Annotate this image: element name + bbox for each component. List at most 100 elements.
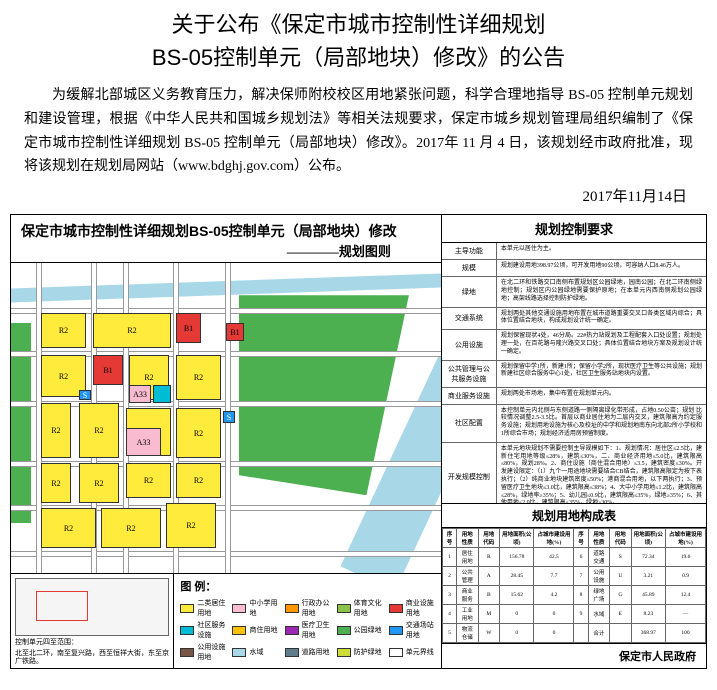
table-cell: 0 [534,605,574,624]
legend-item: 单元界线 [389,642,435,662]
info-panel: 规划控制要求 主导功能本单元以居住为主。规模规划建设用地398.97公顷，可开发… [442,215,706,668]
table-cell: 道路交通 [588,548,609,567]
land-parcel: R2 [176,463,221,498]
table-cell: 156.78 [500,548,534,567]
table-cell: 3 [442,586,456,605]
title-line-1: 关于公布《保定市城市控制性详细规划 [20,8,697,41]
table-cell: M [478,605,499,624]
table-cell: 28.45 [500,567,534,586]
table-header-cell: 序号 [574,529,588,548]
table-cell: 8 [574,586,588,605]
legend-item: 体育文化用地 [337,598,383,618]
table-cell: — [666,605,706,624]
legend-swatch [285,604,299,613]
table-cell: 公共管理 [457,567,478,586]
table-header-cell: 用地性质 [457,529,478,548]
land-parcel: S [79,390,91,400]
legend-swatch [389,648,403,657]
locator-panel: ⇡ 控制单元四至范围： 北至北二环，南至复兴路，西至恒祥大街，东至京广铁路。 [11,574,174,668]
table-cell: E [610,605,631,624]
land-parcel: R2 [41,313,86,348]
land-composition-table: 序号用地性质用地代码用地面积(公顷)占城市建设用地(%)序号用地性质用地代码用地… [442,528,706,643]
table-cell: 8.23 [631,605,665,624]
legend-label: 体育文化用地 [354,598,383,618]
requirement-row: 社区配置本控制单元内北侧与东侧道路一侧隔离绿化带形成，占地0.50公亩；规划 比… [442,405,706,443]
land-parcel: B1 [226,323,244,341]
legend-item: 行政办公用地 [285,598,331,618]
table-cell: 商业服务 [457,586,478,605]
table-cell: 368.97 [631,624,665,643]
table-cell: 45.89 [631,586,665,605]
requirement-content: 规划保留现状4处，46分局。22#热力站规划及工程配套入口处设置；规划处理一处，… [497,330,706,359]
requirement-row: 规模规划建设用地398.97公顷，可开发用地90公顷，可容纳人口8.46万人。 [442,260,706,277]
legend-swatch [232,648,246,657]
announcement-body: 为缓解北部城区义务教育压力，解决保师附校校区用地紧张问题，科学合理地指导 BS-… [0,78,717,185]
legend-grid: 二类居住用地中小学用地行政办公用地体育文化用地商业设施用地社区服务设施商住用地医… [180,598,435,662]
document-title: 关于公布《保定市城市控制性详细规划 BS-05控制单元（局部地块）修改》的公告 [0,0,717,78]
legend-item: 中小学用地 [232,598,278,618]
land-parcel: R2 [79,463,119,503]
locator-map [15,578,169,636]
table-cell [610,624,631,643]
requirement-content: 本控制单元内北侧与东侧道路一侧隔离绿化带形成，占地0.50公亩；规划 比较情况调… [497,405,706,442]
legend-item: 医疗卫生用地 [285,620,331,640]
legend-item: 水域 [232,642,278,662]
table-cell: 19.6 [666,548,706,567]
legend-swatch [285,626,299,635]
table-cell: 4 [442,605,456,624]
legend-swatch [337,604,351,613]
table-cell: 15.62 [500,586,534,605]
table-header-cell: 用地面积(公顷) [500,529,534,548]
land-parcel: A33 [129,385,151,403]
table-cell: 0.9 [666,567,706,586]
table-header-cell: 用地代码 [610,529,631,548]
table-header-cell: 用地面积(公顷) [631,529,665,548]
land-parcel: R2 [41,463,71,503]
table-row: 3商业服务B15.624.28绿地广场G45.8912.4 [442,586,705,605]
requirements-table: 主导功能本单元以居住为主。规模规划建设用地398.97公顷，可开发用地90公顷，… [442,243,706,503]
requirement-content: 在北二环和铁路交口南侧布置规划区公园绿地，园南公园；在北二环南侧绿地控制；规划区… [497,277,706,306]
table-cell: 100 [666,624,706,643]
table-cell: 工业用地 [457,605,478,624]
legend-label: 行政办公用地 [302,598,331,618]
table-cell: 7.7 [534,567,574,586]
table-cell: A [478,567,499,586]
land-parcel: S [223,411,235,423]
legend-item: 公用设施用地 [180,642,226,662]
legend-swatch [337,626,351,635]
table-cell: W [478,624,499,643]
table-cell: 42.5 [534,548,574,567]
table-cell: 5 [442,624,456,643]
legend-label: 公园绿地 [354,625,382,635]
land-parcel: B1 [93,355,123,385]
planning-figure: 保定市城市控制性详细规划BS-05控制单元（局部地块）修改 ————规划图则 R… [10,214,707,669]
land-parcel: R2 [41,508,96,548]
land-parcel: R2 [176,408,221,458]
legend-label: 商住用地 [249,625,277,635]
table-header-cell: 占城市建设用地(%) [534,529,574,548]
requirement-row: 绿地在北二环和铁路交口南侧布置规划区公园绿地，园南公园；在北二环南侧绿地控制；规… [442,277,706,307]
requirement-content: 规划保留中学1所，新建1所；保留小学2所，现状医疗卫生等公共设施；规划新建社区综… [497,361,706,387]
table-cell: 12.4 [666,586,706,605]
requirement-label: 公用设施 [442,330,497,359]
requirement-label: 公共管理与公共服务设施 [442,361,497,387]
table-cell: R [478,548,499,567]
requirement-label: 规模 [442,260,497,276]
table-cell: 6 [574,548,588,567]
legend-swatch [337,648,351,657]
map-title: 保定市城市控制性详细规划BS-05控制单元（局部地块）修改 [21,221,431,241]
legend-item: 道路用地 [285,642,331,662]
legend-label: 交通场站用地 [406,620,435,640]
requirement-row: 开发规模控制本单元地块规划不需要控制主导规模如下：1、规划情况：居住区≤2.5比… [442,443,706,503]
requirement-content: 本单元地块规划不需要控制主导规模如下：1、规划情况：居住区≤2.5比，建新住宅用… [497,443,706,503]
legend-swatch [180,648,194,657]
legend-panel: 图 例： 二类居住用地中小学用地行政办公用地体育文化用地商业设施用地社区服务设施… [174,574,441,668]
table-cell: 0 [500,605,534,624]
map-canvas: R2R2R2R2R2R2R2R2R2R2R2R2R2R2R2R2B1B1B1A3… [11,263,441,573]
body-paragraph: 为缓解北部城区义务教育压力，解决保师附校校区用地紧张问题，科学合理地指导 BS-… [24,84,693,179]
legend-item: 商住用地 [232,620,278,640]
table-header-cell: 用地代码 [478,529,499,548]
table-header-cell: 序号 [442,529,456,548]
requirement-content: 规划两处市场地，集中布置在规划单元内。 [497,388,706,404]
legend-label: 商业设施用地 [406,598,435,618]
